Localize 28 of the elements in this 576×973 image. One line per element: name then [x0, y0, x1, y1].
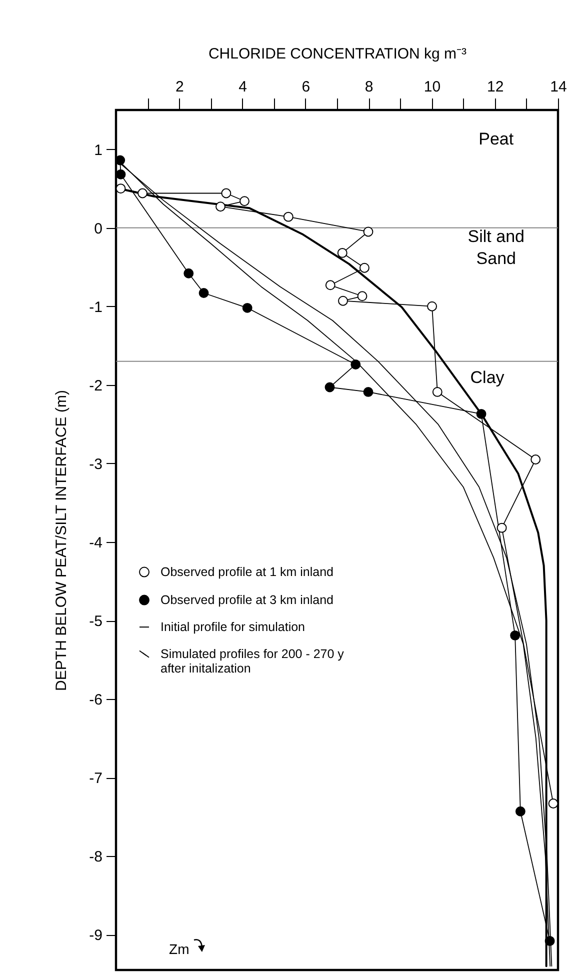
legend-label: Initial profile for simulation	[160, 620, 306, 634]
annotation: Zm	[169, 941, 190, 958]
x-axis-title: CHLORIDE CONCENTRATION kg m⁻³	[208, 46, 467, 62]
y-tick-label: -8	[89, 848, 102, 866]
y-tick-label: -2	[89, 377, 102, 394]
y-tick-label: -4	[89, 534, 102, 552]
y-tick-label: -5	[89, 613, 102, 630]
legend-label: Observed profile at 1 km inland	[160, 565, 334, 580]
y-axis-title: DEPTH BELOW PEAT/SILT INTERFACE (m)	[53, 390, 70, 691]
annotation: Clay	[470, 368, 505, 387]
y-tick-label: 1	[94, 142, 102, 159]
y-tick-label: -7	[89, 770, 102, 788]
x-tick-label: 2	[175, 78, 184, 96]
x-tick-label: 4	[238, 78, 247, 96]
legend-label: Observed profile at 3 km inland	[160, 593, 334, 608]
annotation: Silt and Sand	[468, 226, 524, 268]
x-tick-label: 10	[424, 78, 441, 96]
x-tick-label: 12	[487, 78, 504, 96]
x-tick-label: 8	[364, 78, 374, 96]
y-tick-label: -3	[89, 456, 102, 473]
y-tick-label: -1	[89, 298, 102, 316]
x-tick-label: 14	[550, 78, 567, 96]
x-tick-label: 6	[302, 78, 310, 96]
y-tick-label: 0	[94, 220, 102, 238]
legend-label: Simulated profiles for 200 - 270 y after initalization	[160, 647, 345, 676]
annotation: Peat	[478, 130, 514, 149]
y-tick-label: -6	[89, 692, 102, 709]
y-tick-label: -9	[89, 927, 102, 944]
